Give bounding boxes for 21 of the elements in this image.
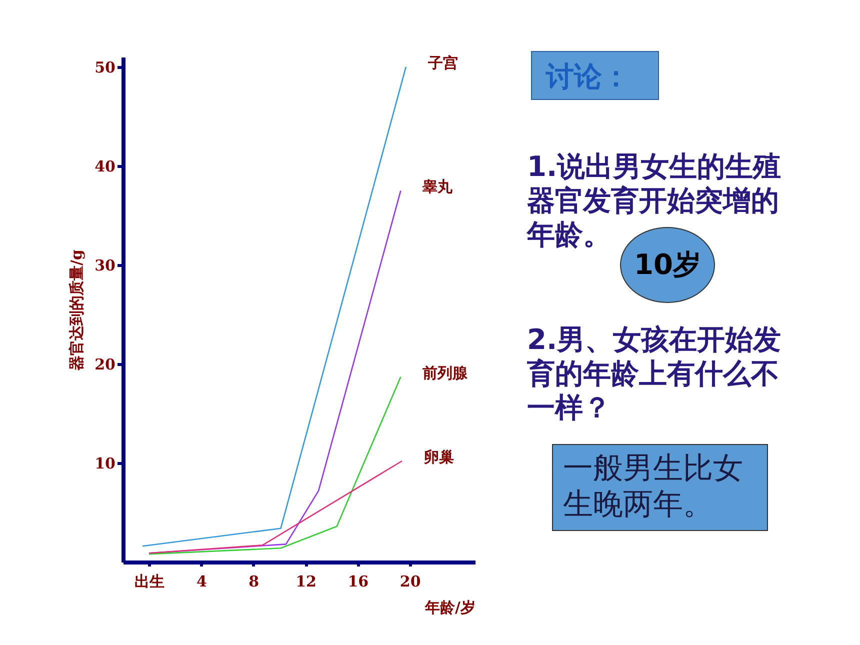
y-tick-label: 20 xyxy=(94,355,116,374)
text-box: 一般男生比女生晚两年。 xyxy=(552,444,768,531)
x-tick-label: 16 xyxy=(348,572,369,590)
y-tick-label: 10 xyxy=(94,454,116,472)
series-label: 卵巢 xyxy=(422,448,454,466)
y-tick-label: 40 xyxy=(94,157,116,176)
y-axis-title: 器官达到的质量/g xyxy=(68,249,86,372)
x-axis-title: 年龄/岁 xyxy=(424,598,476,616)
series-label: 子宫 xyxy=(426,54,458,72)
y-tick-label: 50 xyxy=(94,58,116,76)
x-tick-label: 12 xyxy=(296,572,316,590)
text-box: 讨论： xyxy=(531,51,659,100)
series-label: 睾丸 xyxy=(422,178,453,196)
y-tick-label: 30 xyxy=(94,256,116,274)
line-series xyxy=(148,376,402,555)
x-tick-label: 4 xyxy=(196,572,207,590)
x-tick-label: 8 xyxy=(248,572,260,590)
x-tick-label: 出生 xyxy=(134,572,165,590)
series-label: 前列腺 xyxy=(422,364,469,382)
text: 2.男、女孩在开始发育的年龄上有什么不一样？ xyxy=(527,323,782,425)
x-tick-label: 20 xyxy=(400,572,421,590)
